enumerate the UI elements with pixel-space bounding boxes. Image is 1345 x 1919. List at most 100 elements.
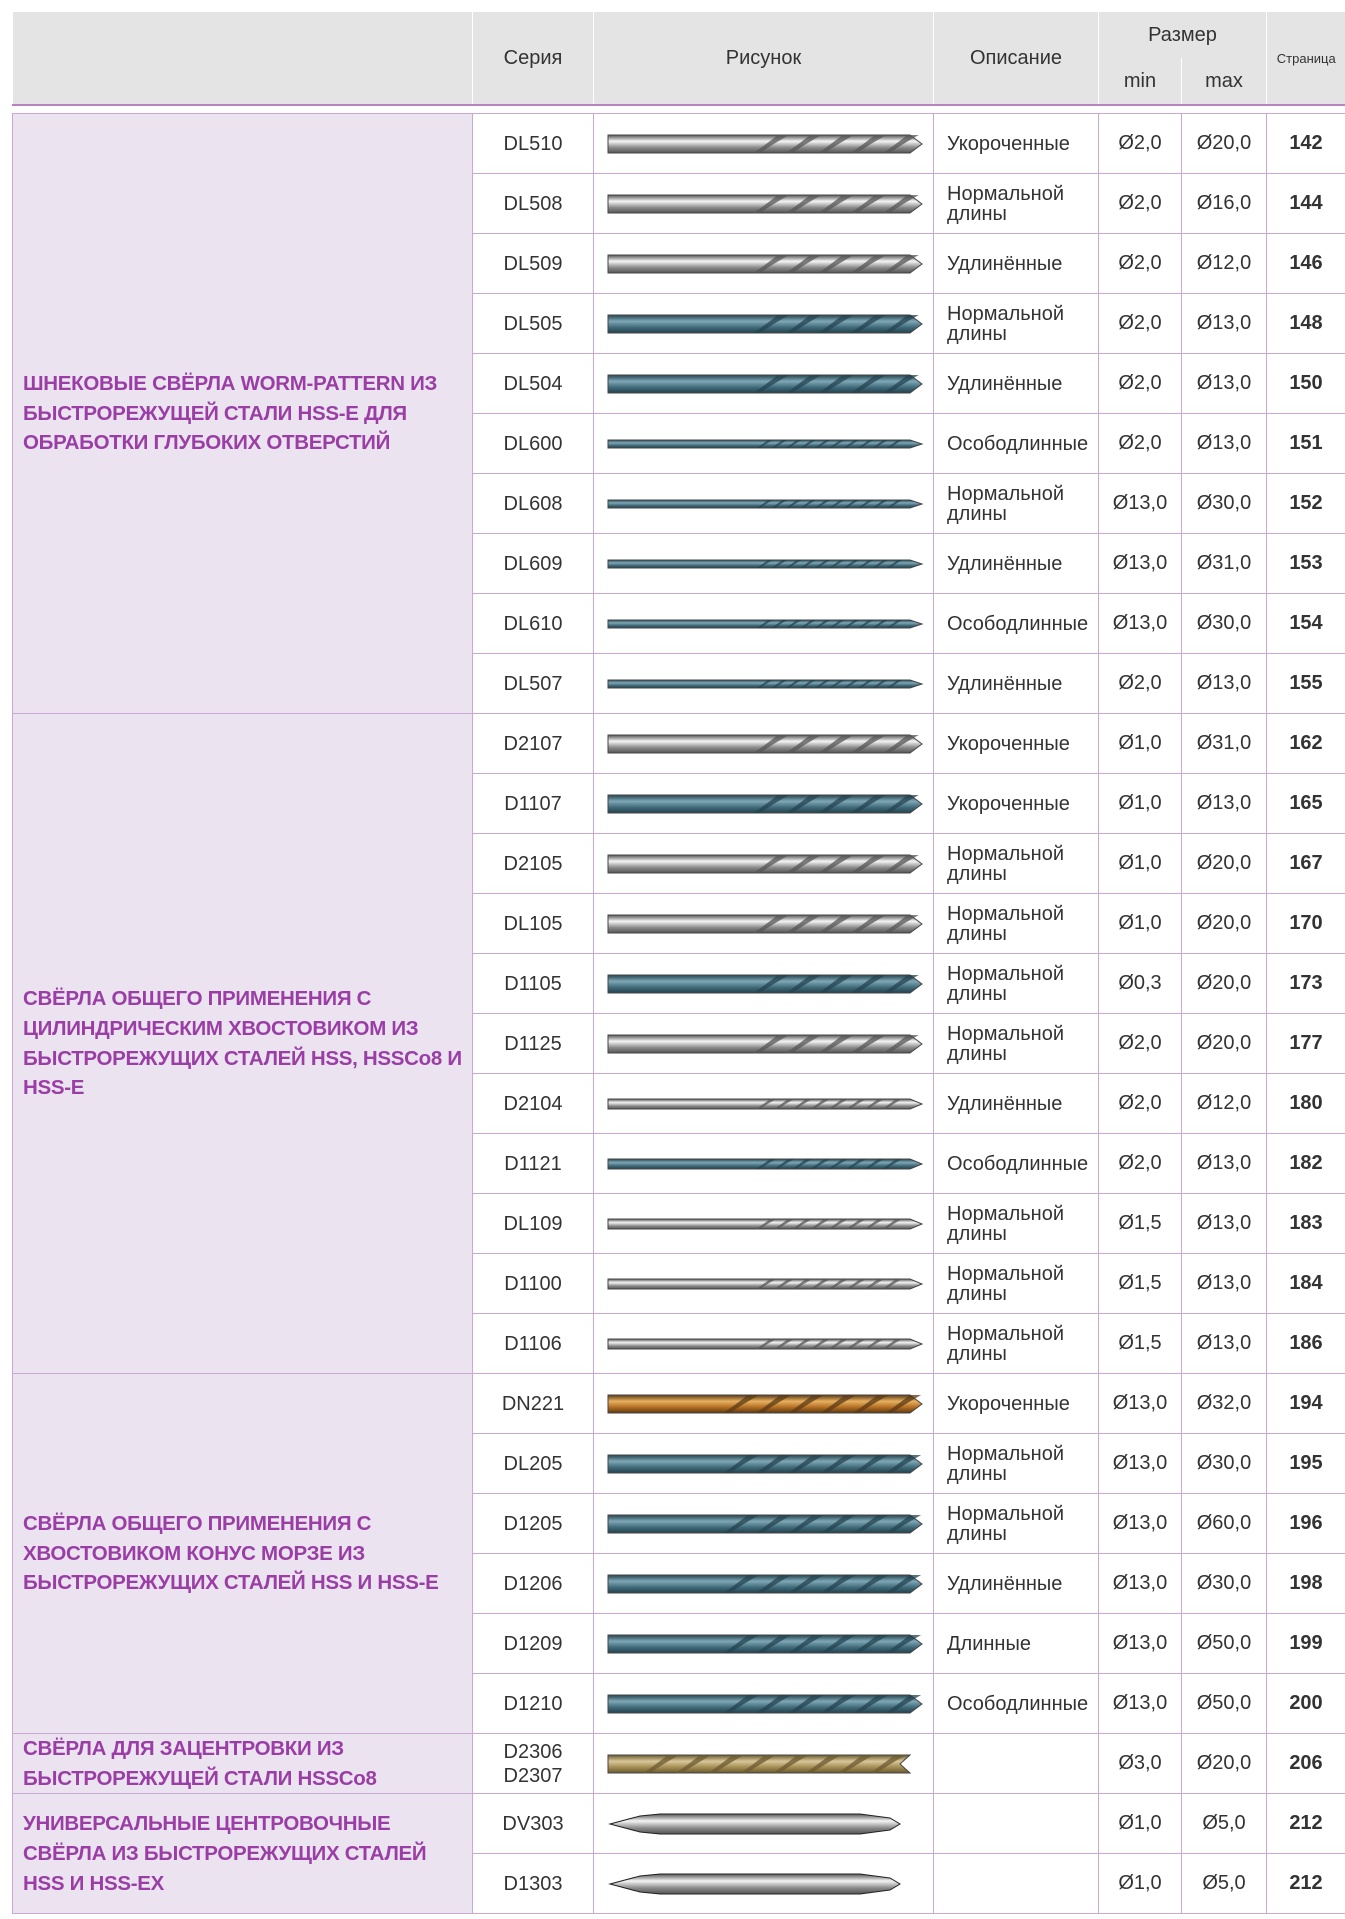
drill-flute [723, 1634, 760, 1653]
size-min: Ø1,0 [1098, 773, 1182, 834]
size-max: Ø50,0 [1181, 1613, 1267, 1674]
page-number: 154 [1266, 593, 1345, 654]
drill-flute [788, 1454, 824, 1473]
product-row: СВЁРЛА ДЛЯ ЗАЦЕНТРОВКИ ИЗ БЫСТРОРЕЖУЩЕЙ … [12, 1732, 1345, 1795]
product-row: DL610 Осободлинные Ø13,0 Ø30,0 154 [13, 593, 1345, 654]
drill-flute [883, 374, 919, 393]
drill-image [607, 1394, 923, 1413]
size-min: Ø2,0 [1098, 113, 1182, 174]
series: D1121 [472, 1133, 594, 1194]
drill-flute [814, 439, 831, 448]
size-min: Ø1,0 [1098, 833, 1182, 894]
drill-flute [850, 914, 887, 933]
drill-image [607, 679, 924, 688]
description: Удлинённые [933, 533, 1099, 594]
size-max: Ø13,0 [1181, 653, 1267, 714]
drill-flute [800, 439, 817, 448]
description [933, 1853, 1099, 1915]
page-number: 182 [1266, 1133, 1345, 1194]
drill-image [607, 1098, 924, 1109]
drill-flute [857, 559, 874, 568]
product-row: DL109 Нормальной длины Ø1,5 Ø13,0 183 [13, 1193, 1345, 1254]
drill-flute [774, 1218, 795, 1229]
size-min: Ø2,0 [1098, 1133, 1182, 1194]
product-row: D1210 Осободлинные Ø13,0 Ø50,0 200 [13, 1673, 1345, 1734]
product-row: ШНЕКОВЫЕ СВЁРЛА WORM-PATTERN ИЗ БЫСТРОРЕ… [12, 113, 1345, 714]
size-max: Ø5,0 [1181, 1853, 1267, 1915]
drill-flute [814, 559, 831, 568]
drill-flute [771, 439, 788, 448]
drill-flute [870, 1754, 906, 1773]
drill-flute [785, 374, 822, 393]
drill-flute [788, 1394, 824, 1413]
size-max: Ø30,0 [1181, 1553, 1267, 1614]
drill-flute [857, 619, 874, 628]
description: Нормальной длины [933, 293, 1099, 354]
series: D1210 [472, 1673, 594, 1734]
drill-image [607, 1694, 923, 1713]
drill-flute [785, 1034, 822, 1053]
product-row: DL105 Нормальной длины Ø1,0 Ø20,0 170 [13, 893, 1345, 954]
category-title: УНИВЕРСАЛЬНЫЕ ЦЕНТРОВОЧНЫЕ СВЁРЛА ИЗ БЫС… [12, 1793, 473, 1915]
picture [593, 1193, 934, 1254]
drill-image [607, 314, 923, 333]
drill-flute [864, 1278, 885, 1289]
picture [593, 833, 934, 894]
series: D2107 [472, 713, 594, 774]
series: D1107 [472, 773, 594, 834]
page-number: 153 [1266, 533, 1345, 594]
drill-flute [828, 1338, 849, 1349]
size-max: Ø13,0 [1181, 353, 1267, 414]
series: D1106 [472, 1313, 594, 1374]
drill-image [608, 1873, 901, 1895]
size-min: Ø13,0 [1098, 1373, 1182, 1434]
description: Осободлинные [933, 413, 1099, 474]
drill-flute [864, 1338, 885, 1349]
size-max: Ø20,0 [1181, 953, 1267, 1014]
size-min: Ø2,0 [1098, 1013, 1182, 1074]
series: D1209 [472, 1613, 594, 1674]
size-max: Ø12,0 [1181, 1073, 1267, 1134]
description: Нормальной длины [933, 473, 1099, 534]
size-max: Ø20,0 [1181, 1732, 1267, 1795]
header-category [12, 12, 473, 105]
drill-flute [755, 1454, 792, 1473]
drill-flute [814, 499, 831, 508]
product-row: D1100 Нормальной длины Ø1,5 Ø13,0 184 [13, 1253, 1345, 1314]
drill-flute [828, 1278, 849, 1289]
drill-flute [757, 619, 773, 628]
drill-flute [788, 1694, 824, 1713]
page-number: 162 [1266, 713, 1345, 774]
size-max: Ø30,0 [1181, 1433, 1267, 1494]
drill-flute [773, 1754, 809, 1773]
drill-flute [785, 439, 802, 448]
drill-flute [853, 1514, 889, 1533]
series: DL504 [472, 353, 594, 414]
product-row: DL205 Нормальной длины Ø13,0 Ø30,0 195 [13, 1433, 1345, 1494]
drill-flute [850, 854, 887, 873]
size-min: Ø1,0 [1098, 893, 1182, 954]
drill-flute [723, 1694, 760, 1713]
size-max: Ø13,0 [1181, 413, 1267, 474]
drill-flute [771, 619, 788, 628]
drill-flute [814, 619, 831, 628]
description: Нормальной длины [933, 1013, 1099, 1074]
size-max: Ø13,0 [1181, 1193, 1267, 1254]
page-number: 194 [1266, 1373, 1345, 1434]
table-body: ШНЕКОВЫЕ СВЁРЛА WORM-PATTERN ИЗ БЫСТРОРЕ… [12, 104, 1345, 1915]
size-max: Ø13,0 [1181, 293, 1267, 354]
drill-flute [857, 499, 874, 508]
picture [593, 113, 934, 174]
drill-flute [883, 854, 919, 873]
picture [593, 233, 934, 294]
drill-flute [853, 1454, 889, 1473]
drill-flute [886, 619, 903, 628]
drill-flute [886, 439, 903, 448]
picture [593, 1732, 934, 1795]
product-row: D1206 Удлинённые Ø13,0 Ø30,0 198 [13, 1553, 1345, 1614]
catalog-table: Серия Рисунок Описание Размер Страница m… [12, 12, 1345, 1915]
drill-flute [843, 559, 860, 568]
picture [593, 1013, 934, 1074]
drill-flute [853, 1574, 889, 1593]
drill-flute [829, 559, 845, 568]
